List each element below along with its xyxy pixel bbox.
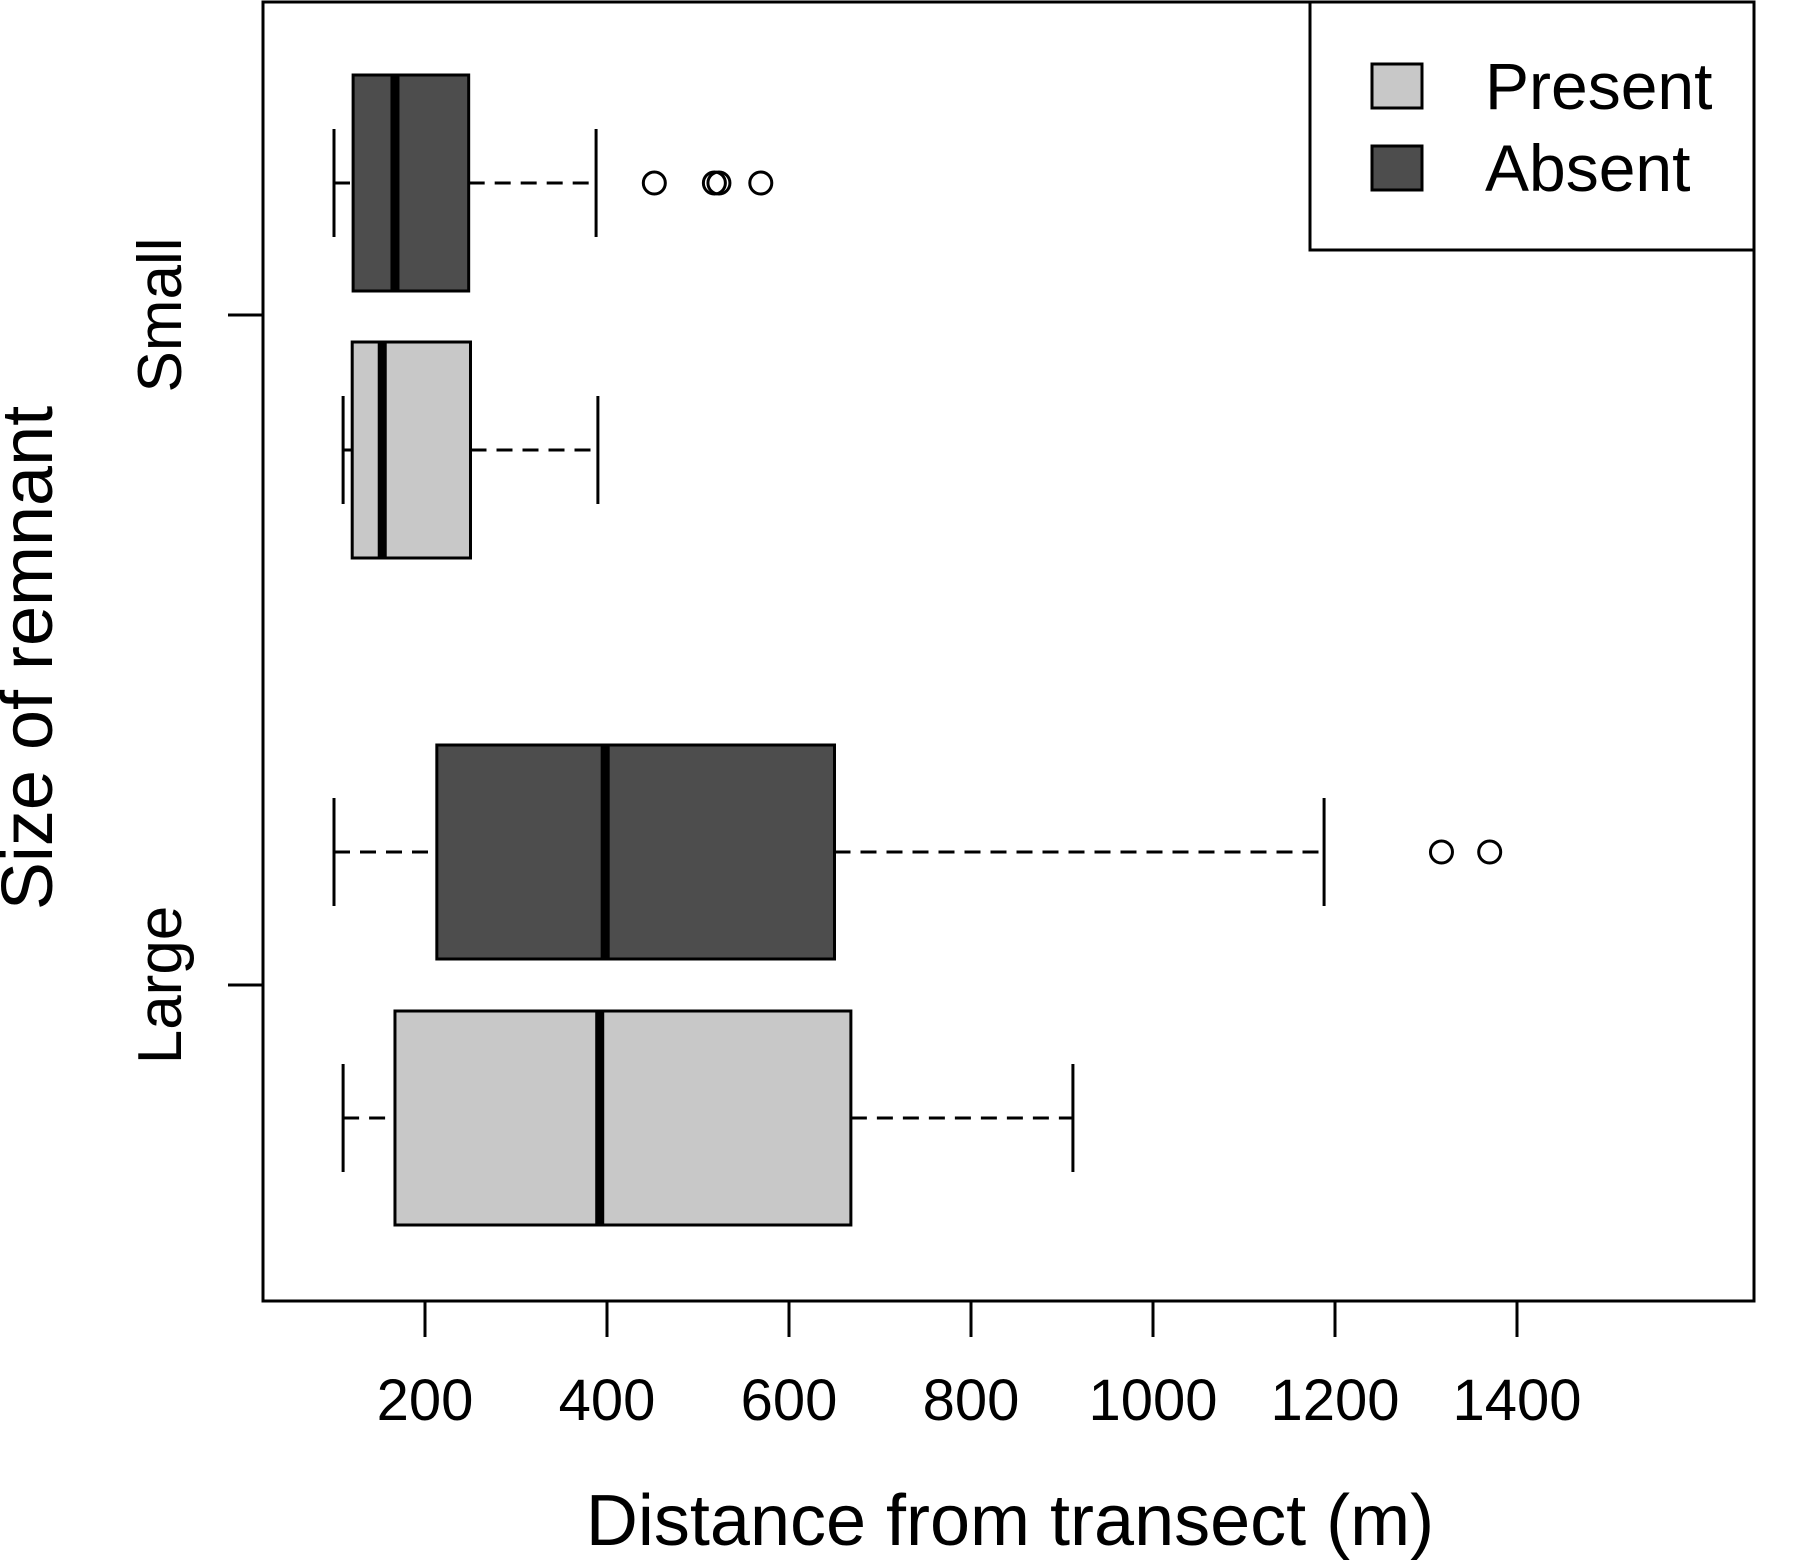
- legend-swatch: [1370, 144, 1424, 192]
- iqr-box: [393, 1009, 853, 1227]
- box-layer: [332, 73, 1503, 1227]
- legend-box: [1308, 0, 1756, 252]
- x-tick-label: 800: [923, 1368, 1020, 1433]
- box-absent-small: [332, 73, 774, 293]
- x-tick-label: 200: [377, 1368, 474, 1433]
- outlier-point: [1477, 839, 1503, 865]
- legend-label: Absent: [1485, 131, 1690, 205]
- y-axis-title: Size of remnant: [0, 406, 68, 910]
- y-category-label: Large: [126, 906, 195, 1065]
- iqr-box: [351, 73, 471, 293]
- legend: Present Absent: [1308, 0, 1756, 252]
- outlier-point: [706, 170, 732, 196]
- outlier-point: [748, 170, 774, 196]
- iqr-box: [435, 743, 836, 961]
- legend-label: Present: [1485, 49, 1712, 123]
- y-axis: Large Small: [126, 237, 263, 1064]
- x-tick-label: 400: [559, 1368, 656, 1433]
- outlier-point: [641, 170, 667, 196]
- box-present-small: [341, 340, 600, 560]
- x-tick-label: 1400: [1452, 1368, 1581, 1433]
- outlier-point: [1428, 839, 1454, 865]
- x-tick-label: 600: [741, 1368, 838, 1433]
- x-axis-title: Distance from transect (m): [586, 1481, 1434, 1561]
- x-tick-label: 1200: [1270, 1368, 1399, 1433]
- iqr-box: [350, 340, 473, 560]
- y-category-label: Small: [126, 237, 195, 392]
- box-present-large: [341, 1009, 1075, 1227]
- x-axis: 200 400 600 800 1000 1200 1400: [377, 1299, 1582, 1433]
- legend-swatch: [1370, 62, 1424, 110]
- box-absent-large: [332, 743, 1503, 961]
- x-tick-label: 1000: [1088, 1368, 1217, 1433]
